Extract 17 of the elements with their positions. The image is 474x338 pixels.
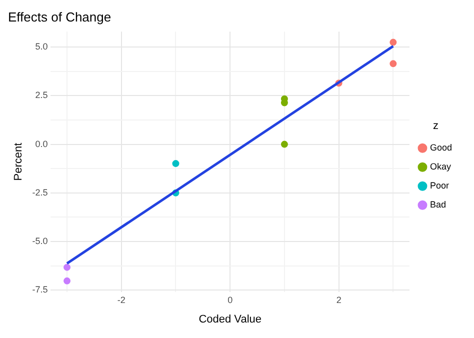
y-tick-label: 0.0 — [35, 138, 48, 149]
y-tick-label: 2.5 — [35, 90, 48, 100]
y-tick-label: -2.5 — [32, 187, 48, 198]
y-tick-label: -7.5 — [32, 284, 48, 295]
y-tick-label: -5.0 — [32, 236, 48, 246]
legend-label: Poor — [430, 180, 449, 191]
x-tick-label: 2 — [336, 294, 342, 305]
chart-title: Effects of Change — [8, 9, 112, 24]
legend-label: Bad — [430, 200, 446, 210]
legend-label: Good — [430, 142, 452, 153]
x-axis-title: Coded Value — [198, 313, 262, 326]
x-tick-label: 0 — [228, 294, 233, 305]
x-tick-label: -2 — [117, 294, 126, 305]
y-axis-title: Percent — [12, 142, 25, 181]
legend-label: Okay — [430, 162, 452, 172]
y-tick-label: 5.0 — [35, 42, 48, 52]
legend-title: z — [432, 120, 438, 132]
